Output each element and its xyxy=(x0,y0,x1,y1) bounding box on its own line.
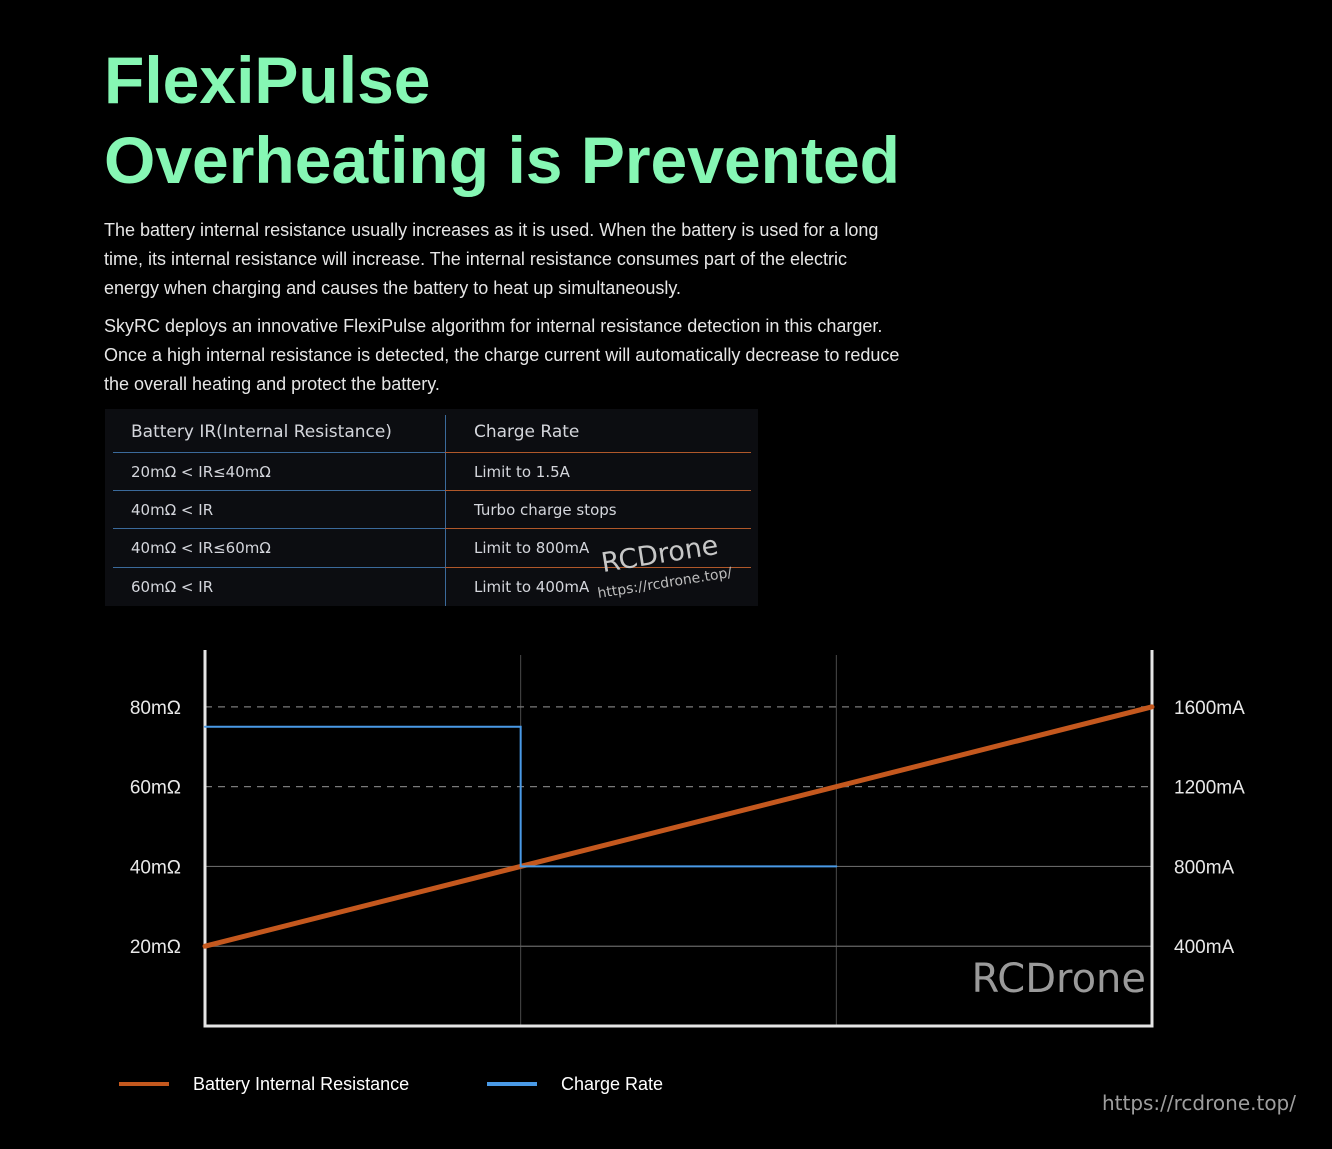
y-left-tick-label: 40mΩ xyxy=(130,857,181,878)
table-header-charge-rate: Charge Rate xyxy=(474,422,580,442)
table-rule xyxy=(445,567,751,568)
table-rule xyxy=(445,452,751,453)
y-right-tick-label: 1600mA xyxy=(1174,698,1245,719)
series-line-charge-rate xyxy=(204,725,838,868)
ir-charge-rate-chart: 20mΩ 40mΩ 60mΩ 80mΩ 400mA 800mA 1200mA 1600mA RC… xyxy=(130,650,1245,1028)
table-row-4-ir: 60mΩ < IR xyxy=(131,578,214,596)
legend-label-charge-rate: Charge Rate xyxy=(561,1073,664,1094)
y-right-tick-label: 800mA xyxy=(1174,857,1235,878)
table-rule xyxy=(113,528,445,529)
chart-axes-frame xyxy=(203,650,1154,1028)
table-row-4-rate: Limit to 400mA xyxy=(474,578,590,596)
legend-item-resistance: Battery Internal Resistance xyxy=(119,1072,409,1096)
y-right-tick-label: 400mA xyxy=(1174,937,1235,958)
chart-watermark-brand: RCDrone xyxy=(971,956,1146,1002)
footer-url: https://rcdrone.top/ xyxy=(1101,1091,1296,1115)
y-left-tick-label: 60mΩ xyxy=(130,778,181,799)
table-row-1-rate: Limit to 1.5A xyxy=(474,463,570,481)
table-rule xyxy=(113,567,445,568)
ir-charge-rate-table: Battery IR(Internal Resistance) Charge R… xyxy=(105,409,758,606)
title-line-1: FlexiPulse xyxy=(104,43,431,117)
table-rule xyxy=(113,490,445,491)
y-right-tick-label: 1200mA xyxy=(1174,778,1245,799)
table-rule xyxy=(445,528,751,529)
table-row-3-rate: Limit to 800mA xyxy=(474,539,590,557)
y-left-tick-label: 80mΩ xyxy=(130,698,181,719)
table-row-2-rate: Turbo charge stops xyxy=(474,501,617,519)
table-rule xyxy=(445,490,751,491)
title-line-2: Overheating is Prevented xyxy=(104,123,900,197)
legend-swatch-orange xyxy=(119,1082,169,1086)
description-paragraph-1: The battery internal resistance usually … xyxy=(104,220,879,298)
legend-swatch-blue xyxy=(487,1082,537,1086)
table-row-2-ir: 40mΩ < IR xyxy=(131,501,214,519)
legend-item-charge-rate: Charge Rate xyxy=(487,1072,663,1096)
table-row-3-ir: 40mΩ < IR≤60mΩ xyxy=(131,539,271,557)
page-title: FlexiPulse Overheating is Prevented xyxy=(104,40,900,200)
description-paragraph-2: SkyRC deploys an innovative FlexiPulse a… xyxy=(104,316,900,394)
table-row-1-ir: 20mΩ < IR≤40mΩ xyxy=(131,463,271,481)
table-divider-vertical xyxy=(445,415,446,606)
series-line-resistance xyxy=(202,704,1155,949)
table-rule xyxy=(113,452,445,453)
table-header-ir: Battery IR(Internal Resistance) xyxy=(131,422,392,442)
y-left-tick-label: 20mΩ xyxy=(130,937,181,958)
legend-label-resistance: Battery Internal Resistance xyxy=(193,1073,410,1094)
